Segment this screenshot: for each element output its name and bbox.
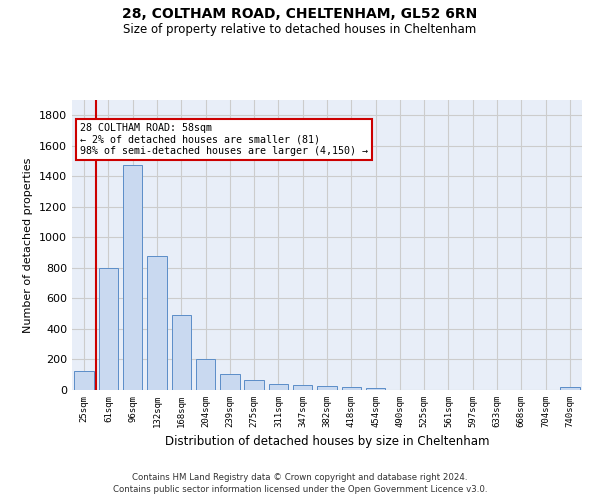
Text: Size of property relative to detached houses in Cheltenham: Size of property relative to detached ho… <box>124 22 476 36</box>
Bar <box>123 165 142 390</box>
Text: Contains public sector information licensed under the Open Government Licence v3: Contains public sector information licen… <box>113 485 487 494</box>
Bar <box>366 388 385 390</box>
Bar <box>220 374 239 390</box>
Bar <box>317 386 337 390</box>
Bar <box>560 387 580 390</box>
Bar <box>196 358 215 390</box>
Bar <box>99 268 118 390</box>
Bar <box>74 371 94 390</box>
Bar <box>172 315 191 390</box>
Text: 28, COLTHAM ROAD, CHELTENHAM, GL52 6RN: 28, COLTHAM ROAD, CHELTENHAM, GL52 6RN <box>122 8 478 22</box>
Bar <box>341 386 361 390</box>
Text: Distribution of detached houses by size in Cheltenham: Distribution of detached houses by size … <box>165 435 489 448</box>
Text: 28 COLTHAM ROAD: 58sqm
← 2% of detached houses are smaller (81)
98% of semi-deta: 28 COLTHAM ROAD: 58sqm ← 2% of detached … <box>80 123 368 156</box>
Bar <box>147 256 167 390</box>
Bar <box>269 384 288 390</box>
Text: Contains HM Land Registry data © Crown copyright and database right 2024.: Contains HM Land Registry data © Crown c… <box>132 472 468 482</box>
Bar <box>244 380 264 390</box>
Bar <box>293 384 313 390</box>
Y-axis label: Number of detached properties: Number of detached properties <box>23 158 34 332</box>
